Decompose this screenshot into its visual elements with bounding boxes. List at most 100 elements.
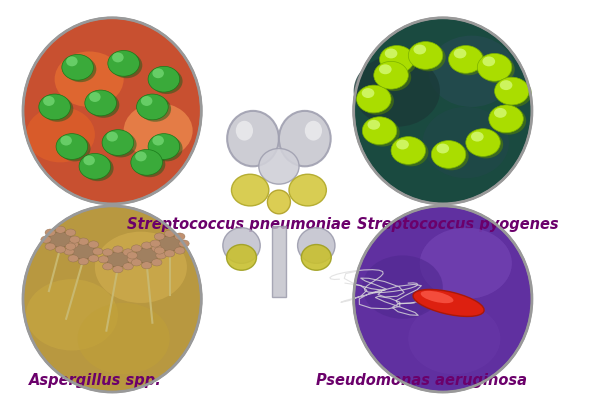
Ellipse shape [164,250,175,257]
Ellipse shape [82,156,113,181]
Ellipse shape [359,87,394,115]
Ellipse shape [396,140,409,149]
Ellipse shape [469,131,503,158]
Ellipse shape [103,102,121,120]
Ellipse shape [88,241,99,248]
Ellipse shape [45,243,55,250]
Ellipse shape [37,32,188,190]
Ellipse shape [158,236,181,251]
Ellipse shape [148,134,180,160]
Ellipse shape [105,131,137,157]
Ellipse shape [131,245,142,252]
Ellipse shape [123,249,133,256]
Ellipse shape [259,148,299,184]
Ellipse shape [65,57,97,82]
Ellipse shape [124,103,193,158]
Ellipse shape [449,46,483,73]
Ellipse shape [137,94,168,120]
Ellipse shape [106,131,118,141]
Ellipse shape [77,303,170,374]
Ellipse shape [164,230,175,237]
Ellipse shape [236,121,253,141]
Ellipse shape [72,69,152,153]
Ellipse shape [409,303,500,374]
Ellipse shape [108,51,139,76]
Ellipse shape [142,242,152,249]
Text: Streptococcus pneumoniae: Streptococcus pneumoniae [127,217,350,232]
Ellipse shape [175,233,185,240]
Ellipse shape [152,135,164,146]
Ellipse shape [98,256,109,263]
Ellipse shape [434,143,469,170]
Ellipse shape [391,137,425,164]
Ellipse shape [88,92,119,118]
Ellipse shape [95,232,187,303]
Ellipse shape [466,129,500,156]
Ellipse shape [70,236,80,243]
Ellipse shape [90,88,134,134]
Text: Pseudomonas aeruginosa: Pseudomonas aeruginosa [316,373,527,388]
Ellipse shape [56,134,88,160]
Ellipse shape [49,232,72,248]
Ellipse shape [63,60,161,162]
Ellipse shape [353,55,440,127]
Ellipse shape [61,135,72,146]
Ellipse shape [353,18,532,204]
Ellipse shape [66,57,77,66]
Ellipse shape [113,246,123,253]
Ellipse shape [298,228,335,263]
Ellipse shape [79,154,111,179]
Ellipse shape [353,206,532,392]
Bar [272,226,286,297]
Ellipse shape [107,106,116,116]
Ellipse shape [394,139,428,166]
Ellipse shape [68,65,157,158]
Ellipse shape [152,69,164,78]
Ellipse shape [413,45,426,55]
Ellipse shape [420,228,512,299]
Ellipse shape [135,248,158,263]
Ellipse shape [380,46,414,73]
Ellipse shape [139,96,171,122]
Ellipse shape [103,249,113,256]
Ellipse shape [421,291,454,303]
Ellipse shape [41,96,73,122]
Ellipse shape [362,255,443,319]
Text: Aspergillus spp.: Aspergillus spp. [29,373,161,388]
Ellipse shape [131,259,142,266]
Ellipse shape [131,149,163,175]
Ellipse shape [135,152,146,162]
Ellipse shape [175,247,185,254]
Ellipse shape [26,107,95,162]
Ellipse shape [141,96,152,106]
Ellipse shape [89,92,101,102]
Ellipse shape [43,96,55,106]
Ellipse shape [154,247,164,254]
Ellipse shape [23,18,201,204]
Ellipse shape [362,88,374,98]
Ellipse shape [78,258,89,265]
Ellipse shape [431,141,466,168]
Ellipse shape [365,119,400,147]
Ellipse shape [494,108,506,118]
Ellipse shape [62,55,94,80]
Ellipse shape [480,55,515,83]
Ellipse shape [482,57,495,66]
Ellipse shape [142,262,152,269]
Ellipse shape [54,50,170,171]
Ellipse shape [134,152,166,177]
Ellipse shape [65,229,76,236]
Ellipse shape [367,120,380,130]
Ellipse shape [59,55,166,167]
Ellipse shape [268,190,290,214]
Ellipse shape [41,36,184,185]
Ellipse shape [478,53,512,81]
Ellipse shape [413,289,484,316]
Ellipse shape [55,226,65,233]
Ellipse shape [377,63,411,91]
Ellipse shape [454,49,466,58]
Ellipse shape [45,41,179,181]
Ellipse shape [154,233,164,240]
Ellipse shape [81,78,143,143]
Ellipse shape [64,248,74,255]
